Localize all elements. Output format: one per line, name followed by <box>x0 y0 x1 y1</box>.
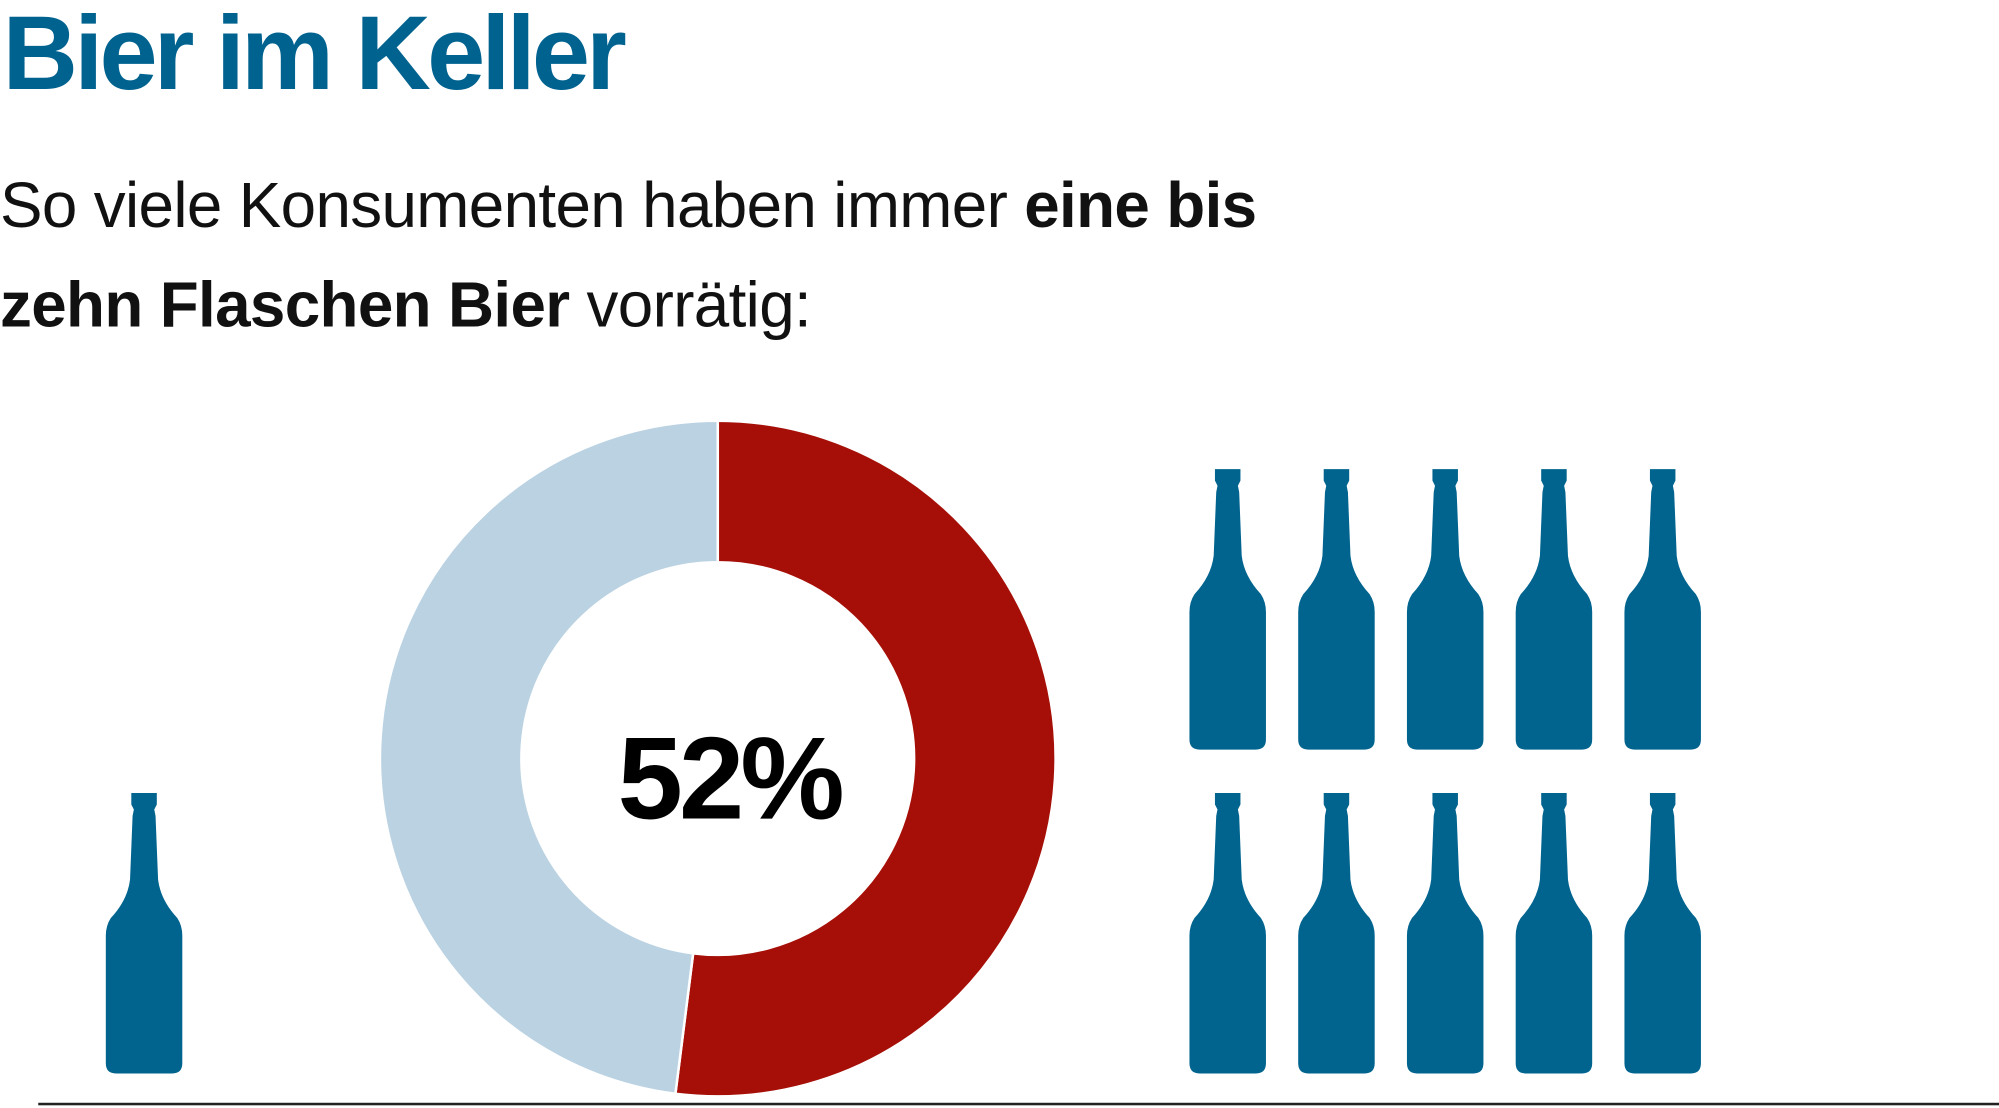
beer-bottle-icon <box>1298 792 1375 1074</box>
beer-bottle-icon <box>1406 469 1484 750</box>
page-title: Bier im Keller <box>2 0 627 113</box>
subtitle-line-1: So viele Konsumenten haben immer eine bi… <box>0 156 1257 255</box>
beer-bottle-icon <box>1624 469 1701 750</box>
beer-bottle-icon <box>1624 792 1701 1074</box>
bottom-rule <box>38 1102 1999 1106</box>
subtitle-text: vorrätig: <box>569 268 812 341</box>
donut-slice-highlight <box>673 419 1057 1098</box>
donut-slice-remainder <box>378 419 720 1096</box>
bottle-icons <box>105 469 1701 1074</box>
center-percentage-label: 52% <box>618 712 843 843</box>
beer-bottle-icon <box>1298 469 1375 750</box>
beer-bottle-icon <box>105 792 183 1074</box>
beer-bottle-icon <box>1189 792 1266 1074</box>
subtitle-line-2: zehn Flaschen Bier vorrätig: <box>0 255 1257 354</box>
donut <box>378 419 1057 1098</box>
beer-bottle-icon <box>1189 469 1266 750</box>
beer-bottle-icon <box>1515 792 1593 1074</box>
subtitle-text: So viele Konsumenten haben immer <box>0 169 1025 241</box>
subtitle-bold-text: zehn Flaschen Bier <box>0 268 570 341</box>
subtitle: So viele Konsumenten haben immer eine bi… <box>0 156 1257 355</box>
subtitle-bold-text: eine bis <box>1024 169 1257 241</box>
beer-bottle-icon <box>1406 792 1484 1074</box>
beer-bottle-icon <box>1515 469 1593 750</box>
